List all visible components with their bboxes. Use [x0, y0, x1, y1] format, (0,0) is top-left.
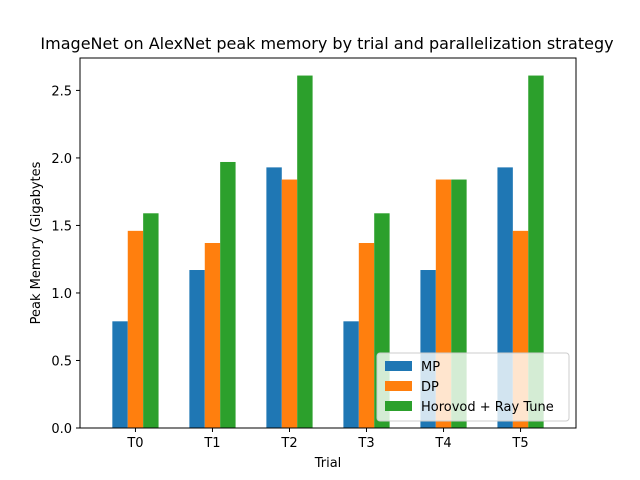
y-axis-ticks: 0.0 0.5 1.0 1.5 2.0 2.5	[51, 84, 80, 437]
x-tick-label: T2	[280, 436, 297, 451]
plot-frame	[79, 57, 577, 429]
bar-dp-t2	[281, 179, 298, 428]
legend-swatch	[385, 401, 412, 411]
bar-dp-t0	[127, 230, 144, 428]
bar-horovod-ray-tune-t2	[297, 75, 313, 428]
y-tick-label: 0.5	[51, 354, 72, 369]
legend-swatch	[385, 381, 412, 391]
y-tick-label: 2.0	[51, 152, 72, 167]
legend-label: DP	[421, 380, 439, 395]
bars-group	[112, 75, 544, 429]
x-tick-label: T4	[434, 436, 451, 451]
bar-mp-t1	[189, 270, 205, 428]
legend-box	[376, 352, 570, 422]
bar-mp-t2	[266, 167, 282, 428]
legend: MP DP Horovod + Ray Tune	[376, 352, 570, 422]
bar-dp-t3	[358, 243, 375, 428]
y-tick-label: 1.0	[51, 287, 72, 302]
y-tick-label: 2.5	[51, 84, 72, 99]
legend-label: Horovod + Ray Tune	[421, 400, 554, 415]
x-tick-label: T3	[357, 436, 374, 451]
bar-dp-t1	[204, 243, 221, 428]
x-axis-ticks: T0 T1 T2 T3 T4 T5	[126, 428, 529, 451]
legend-label: MP	[421, 360, 440, 375]
bar-mp-t0	[112, 321, 128, 428]
x-axis-label: Trial	[314, 456, 342, 471]
bar-horovod-ray-tune-t5	[528, 75, 544, 428]
bar-horovod-ray-tune-t0	[143, 213, 159, 428]
chart-title: ImageNet on AlexNet peak memory by trial…	[40, 34, 613, 53]
x-tick-label: T0	[126, 436, 143, 451]
y-tick-label: 0.0	[51, 422, 72, 437]
bar-mp-t3	[343, 321, 359, 428]
legend-swatch	[385, 361, 412, 371]
y-tick-label: 1.5	[51, 219, 72, 234]
x-tick-label: T1	[203, 436, 220, 451]
x-tick-label: T5	[511, 436, 528, 451]
bar-horovod-ray-tune-t1	[220, 161, 236, 429]
y-axis-label: Peak Memory (Gigabytes	[29, 161, 44, 324]
